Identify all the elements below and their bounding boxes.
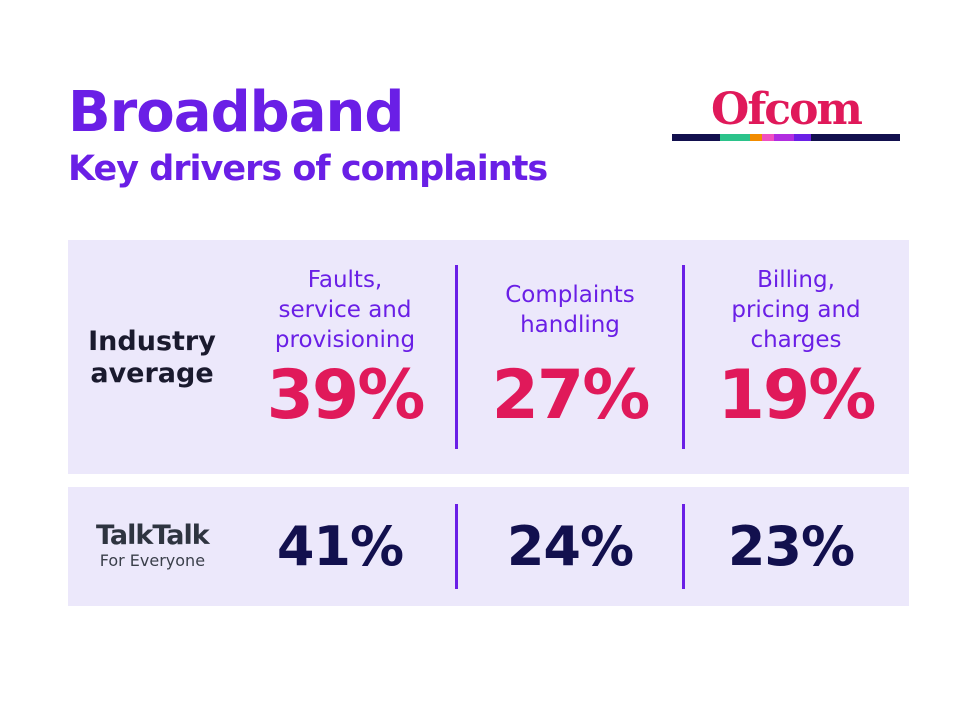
- industry-average-label: Industry average: [68, 326, 236, 390]
- talktalk-value: 23%: [727, 515, 855, 578]
- logo-bar-segment: [774, 134, 794, 141]
- heading-line: charges: [750, 327, 842, 353]
- ofcom-logo: Ofcom: [672, 84, 900, 141]
- page-title: Broadband: [68, 80, 404, 145]
- heading-line: Faults,: [307, 267, 383, 293]
- column-divider: [455, 265, 458, 449]
- talktalk-tagline: For Everyone: [99, 551, 206, 570]
- heading-line: service and: [278, 297, 412, 323]
- logo-bar-segment: [811, 134, 900, 141]
- logo-bar-segment: [672, 134, 720, 141]
- ofcom-logo-text: Ofcom: [711, 84, 863, 135]
- category-heading: Complaints handling: [465, 264, 675, 356]
- talktalk-value: 24%: [506, 515, 634, 578]
- talktalk-panel: TalkTalk For Everyone 41% 24% 23%: [68, 487, 909, 606]
- ofcom-logo-bar: [672, 134, 900, 141]
- column-divider: [682, 504, 685, 589]
- industry-value: 39%: [266, 356, 426, 435]
- heading-line: provisioning: [274, 327, 416, 353]
- logo-bar-segment: [794, 134, 811, 141]
- page-subtitle: Key drivers of complaints: [68, 149, 548, 189]
- talktalk-brand: TalkTalk: [96, 520, 210, 551]
- category-heading: Faults, service and provisioning: [240, 264, 450, 356]
- logo-bar-segment: [750, 134, 762, 141]
- industry-value: 19%: [717, 356, 877, 435]
- logo-bar-segment: [720, 134, 750, 141]
- industry-average-panel: Industry average Faults, service and pro…: [68, 240, 909, 474]
- category-complaints-handling: Complaints handling 27%: [465, 264, 675, 436]
- heading-line: Billing,: [757, 267, 835, 293]
- column-divider: [682, 265, 685, 449]
- label-line: average: [90, 358, 214, 389]
- heading-line: pricing and: [731, 297, 861, 323]
- label-line: Industry: [88, 326, 216, 357]
- category-billing: Billing, pricing and charges 19%: [691, 264, 901, 436]
- talktalk-logo: TalkTalk For Everyone: [96, 520, 210, 571]
- heading-line: handling: [520, 312, 620, 338]
- category-faults: Faults, service and provisioning 39%: [240, 264, 450, 436]
- column-divider: [455, 504, 458, 589]
- talktalk-value: 41%: [276, 515, 404, 578]
- logo-bar-segment: [762, 134, 774, 141]
- heading-line: Complaints: [505, 282, 635, 308]
- industry-value: 27%: [491, 356, 651, 435]
- category-heading: Billing, pricing and charges: [691, 264, 901, 356]
